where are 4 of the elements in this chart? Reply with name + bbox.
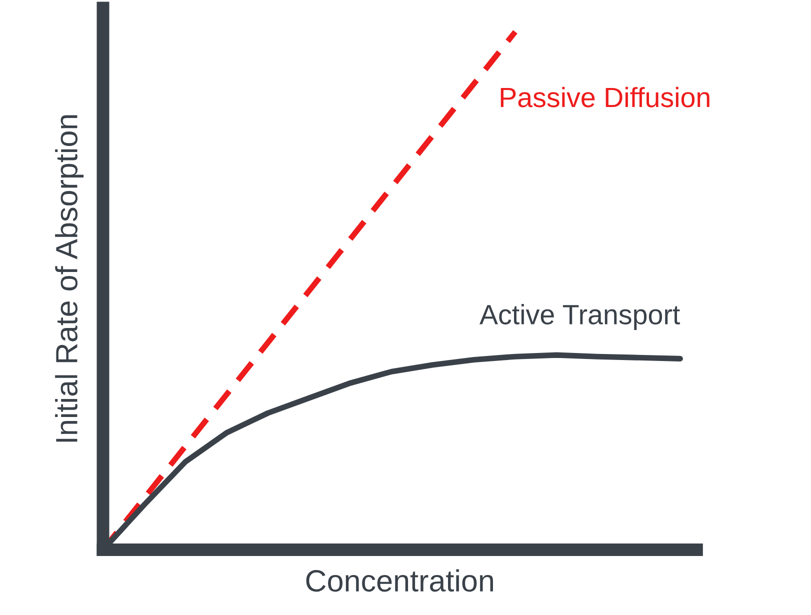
y-axis-title: Initial Rate of Absorption	[55, 115, 84, 442]
series-label: Active Transport	[480, 304, 680, 330]
x-axis-title: Concentration	[306, 569, 493, 592]
series-label: Passive Diffusion	[500, 86, 710, 108]
